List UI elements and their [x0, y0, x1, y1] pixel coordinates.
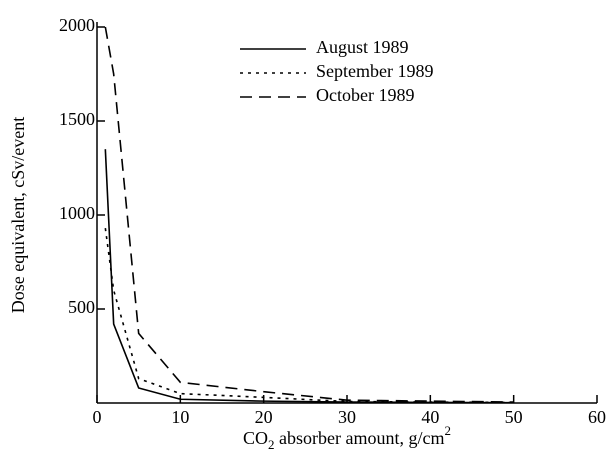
- y-axis-label: Dose equivalent, cSv/event: [8, 117, 28, 313]
- series-line: [104, 228, 514, 404]
- y-tick-label: 1000: [59, 203, 95, 223]
- y-tick-label: 2000: [59, 15, 95, 35]
- x-axis-label: CO2 absorber amount, g/cm2: [243, 423, 451, 452]
- x-label-part: absorber amount, g/cm: [275, 428, 445, 448]
- y-tick-label: 1500: [59, 109, 95, 129]
- x-tick-label: 30: [338, 407, 356, 427]
- x-tick-label: 0: [93, 407, 102, 427]
- legend-label: August 1989: [316, 37, 409, 57]
- x-label-part: CO: [243, 428, 268, 448]
- x-tick-label: 50: [505, 407, 523, 427]
- x-tick-label: 60: [588, 407, 606, 427]
- legend-label: September 1989: [316, 61, 433, 81]
- series-line: [104, 149, 514, 404]
- x-tick-label: 40: [421, 407, 439, 427]
- series-line: [104, 26, 514, 403]
- x-label-superscript: 2: [444, 423, 451, 438]
- x-tick-label: 10: [171, 407, 189, 427]
- x-label-subscript: 2: [268, 437, 275, 452]
- x-tick-label: 20: [255, 407, 273, 427]
- legend-label: October 1989: [316, 85, 414, 105]
- y-tick-label: 500: [68, 297, 95, 317]
